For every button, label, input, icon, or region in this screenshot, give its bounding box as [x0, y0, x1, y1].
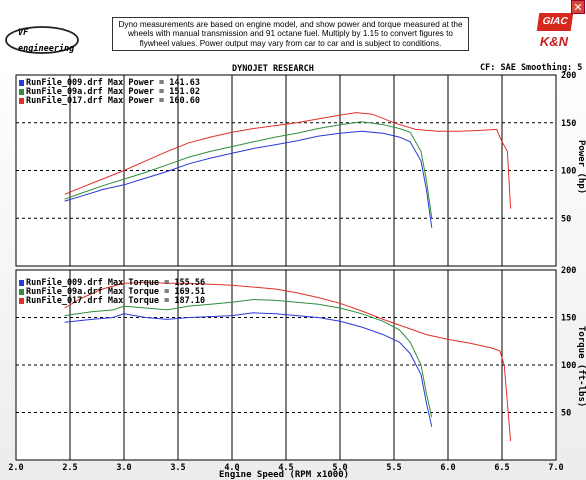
x-tick-label: 3.5	[170, 463, 185, 473]
y-tick-label: 200	[561, 266, 576, 276]
logo-text-sub: engineering	[18, 43, 74, 54]
legend-swatch	[19, 297, 24, 304]
legend-swatch	[19, 97, 24, 104]
legend-label: RunFile_09a.drf Max Torque = 169.51	[26, 287, 206, 297]
legend-label: RunFile_09a.drf Max Power = 151.02	[26, 87, 200, 97]
legend-label: RunFile_017.drf Max Power = 160.60	[26, 96, 200, 106]
legend-entry: RunFile_09a.drf Max Torque = 169.51	[19, 288, 205, 297]
legend-swatch	[19, 279, 24, 286]
legend-label: RunFile_017.drf Max Torque = 187.10	[26, 296, 206, 306]
x-tick-label: 2.5	[62, 463, 77, 473]
power-axis-title: Power (hp)	[576, 140, 586, 195]
logo-swoosh	[5, 26, 79, 54]
y-tick-label: 200	[561, 71, 576, 81]
series-line	[64, 121, 433, 219]
logo-text-main: VF	[18, 28, 29, 38]
x-tick-label: 4.5	[278, 463, 293, 473]
x-tick-label: 4.0	[224, 463, 239, 473]
vf-engineering-logo: VF engineering	[5, 26, 79, 54]
x-tick-label: 5.0	[332, 463, 347, 473]
torque-legend: RunFile_009.drf Max Torque = 155.56 RunFi…	[19, 279, 205, 306]
legend-entry: RunFile_009.drf Max Power = 141.63	[19, 79, 200, 88]
legend-entry: RunFile_017.drf Max Power = 160.60	[19, 97, 200, 106]
legend-label: RunFile_009.drf Max Torque = 155.56	[26, 278, 206, 288]
legend-swatch	[19, 88, 24, 95]
y-tick-label: 150	[561, 314, 576, 324]
close-icon[interactable]: ✕	[571, 0, 585, 14]
correction-factor-info: CF: SAE Smoothing: 5	[480, 63, 583, 73]
series-line	[64, 281, 512, 442]
dyno-title: DYNOJET RESEARCH	[232, 64, 314, 74]
series-line	[64, 298, 433, 418]
legend-label: RunFile_009.drf Max Power = 141.63	[26, 78, 200, 88]
x-tick-label: 7.0	[548, 463, 563, 473]
series-line	[64, 312, 433, 427]
x-tick-label: 6.0	[440, 463, 455, 473]
x-tick-label: 2.0	[8, 463, 23, 473]
y-tick-label: 100	[561, 167, 576, 177]
series-line	[64, 130, 433, 228]
y-tick-label: 150	[561, 119, 576, 129]
torque-axis-title: Torque (ft-lbs)	[576, 326, 586, 408]
legend-entry: RunFile_09a.drf Max Power = 151.02	[19, 88, 200, 97]
legend-swatch	[19, 79, 24, 86]
legend-entry: RunFile_017.drf Max Torque = 187.10	[19, 297, 205, 306]
series-line	[64, 112, 512, 209]
kn-logo: K&N	[539, 34, 569, 49]
legend-entry: RunFile_009.drf Max Torque = 155.56	[19, 279, 205, 288]
x-tick-label: 3.0	[116, 463, 131, 473]
x-axis-title: Engine Speed (RPM x1000)	[219, 470, 350, 480]
y-tick-label: 100	[561, 361, 576, 371]
y-tick-label: 50	[561, 214, 571, 224]
disclaimer-box: Dyno measurements are based on engine mo…	[112, 17, 469, 51]
legend-swatch	[19, 288, 24, 295]
x-tick-label: 6.5	[494, 463, 509, 473]
x-tick-label: 5.5	[386, 463, 401, 473]
power-legend: RunFile_009.drf Max Power = 141.63 RunFil…	[19, 79, 200, 106]
y-tick-label: 50	[561, 409, 571, 419]
